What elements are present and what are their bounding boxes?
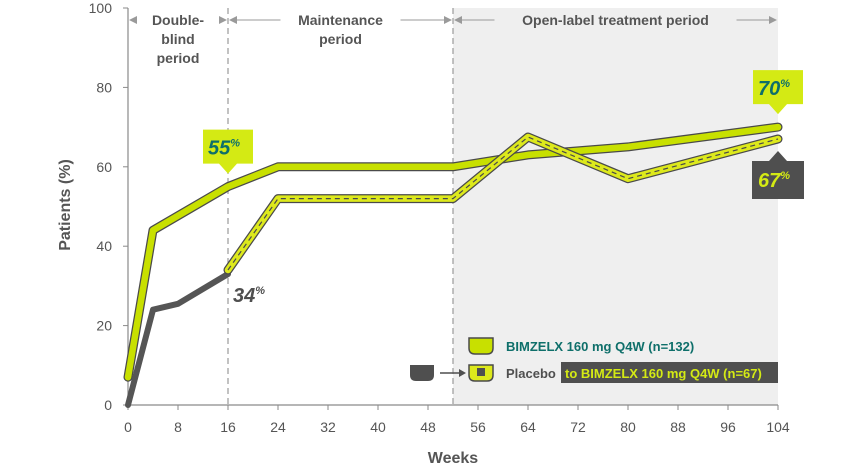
legend-label-placebo: Placebo: [506, 366, 556, 381]
x-tick-label: 32: [320, 419, 336, 435]
x-tick-label: 0: [124, 419, 132, 435]
y-tick-label: 100: [89, 0, 113, 16]
x-tick-label: 56: [470, 419, 486, 435]
callout-34: 34%: [233, 285, 265, 307]
y-tick-label: 0: [104, 397, 112, 413]
x-tick-label: 96: [720, 419, 736, 435]
callout-value: 67%: [758, 170, 790, 192]
callout-box: [752, 151, 804, 200]
period-label-line: period: [157, 50, 200, 66]
legend-swatch-dash-marker: [477, 368, 485, 376]
period-label-line: Double-: [152, 12, 204, 28]
x-axis-title: Weeks: [428, 450, 479, 467]
period-label: Maintenance period: [298, 12, 383, 47]
period-label-line: Open-label treatment period: [522, 12, 709, 28]
bimzelx-line: [124, 123, 782, 381]
placebo-switch-line-dash: [227, 136, 779, 271]
callout-box: [203, 129, 253, 174]
x-tick-label: 24: [270, 419, 286, 435]
x-tick-label: 104: [766, 419, 790, 435]
legend-swatch-bimzelx: [468, 337, 494, 355]
callout-value: 55%: [208, 138, 240, 160]
y-tick-label: 60: [96, 159, 112, 175]
period-label: Double-blind period: [152, 12, 204, 66]
callout-value: 34%: [233, 285, 265, 307]
y-axis-title: Patients (%): [57, 159, 74, 251]
legend-item-placebo: Placebo to BIMZELX 160 mg Q4W (n=67): [410, 362, 778, 383]
x-tick-label: 8: [174, 419, 182, 435]
x-tick-label: 48: [420, 419, 436, 435]
legend-label-bimzelx: BIMZELX 160 mg Q4W (n=132): [506, 339, 694, 354]
x-tick-label: 16: [220, 419, 236, 435]
open-label-period-shading: [453, 8, 778, 405]
x-tick-label: 64: [520, 419, 536, 435]
legend-switch-arrowhead: [459, 369, 466, 377]
period-label-line: blind: [161, 31, 194, 47]
x-tick-label: 80: [620, 419, 636, 435]
callout-box: [753, 70, 803, 115]
legend-swatch-placebo: [410, 365, 434, 381]
period-label-line: Maintenance: [298, 12, 383, 28]
legend-label-placebo-suffix: to BIMZELX 160 mg Q4W (n=67): [565, 366, 762, 381]
x-tick-label: 72: [570, 419, 586, 435]
callout-70: 70%: [753, 70, 803, 115]
x-tick-label: 40: [370, 419, 386, 435]
y-tick-label: 20: [96, 318, 112, 334]
legend-item-bimzelx: BIMZELX 160 mg Q4W (n=132): [468, 337, 694, 355]
period-label: Open-label treatment period: [522, 12, 709, 28]
callout-67: 67%: [752, 151, 804, 200]
x-tick-label: 88: [670, 419, 686, 435]
legend-suffix-bg: [561, 362, 778, 383]
period-label-line: period: [319, 31, 362, 47]
y-tick-label: 80: [96, 79, 112, 95]
placebo-line: [125, 271, 231, 408]
y-tick-label: 40: [96, 238, 112, 254]
callout-value: 70%: [758, 78, 790, 100]
callout-55: 55%: [203, 129, 253, 174]
